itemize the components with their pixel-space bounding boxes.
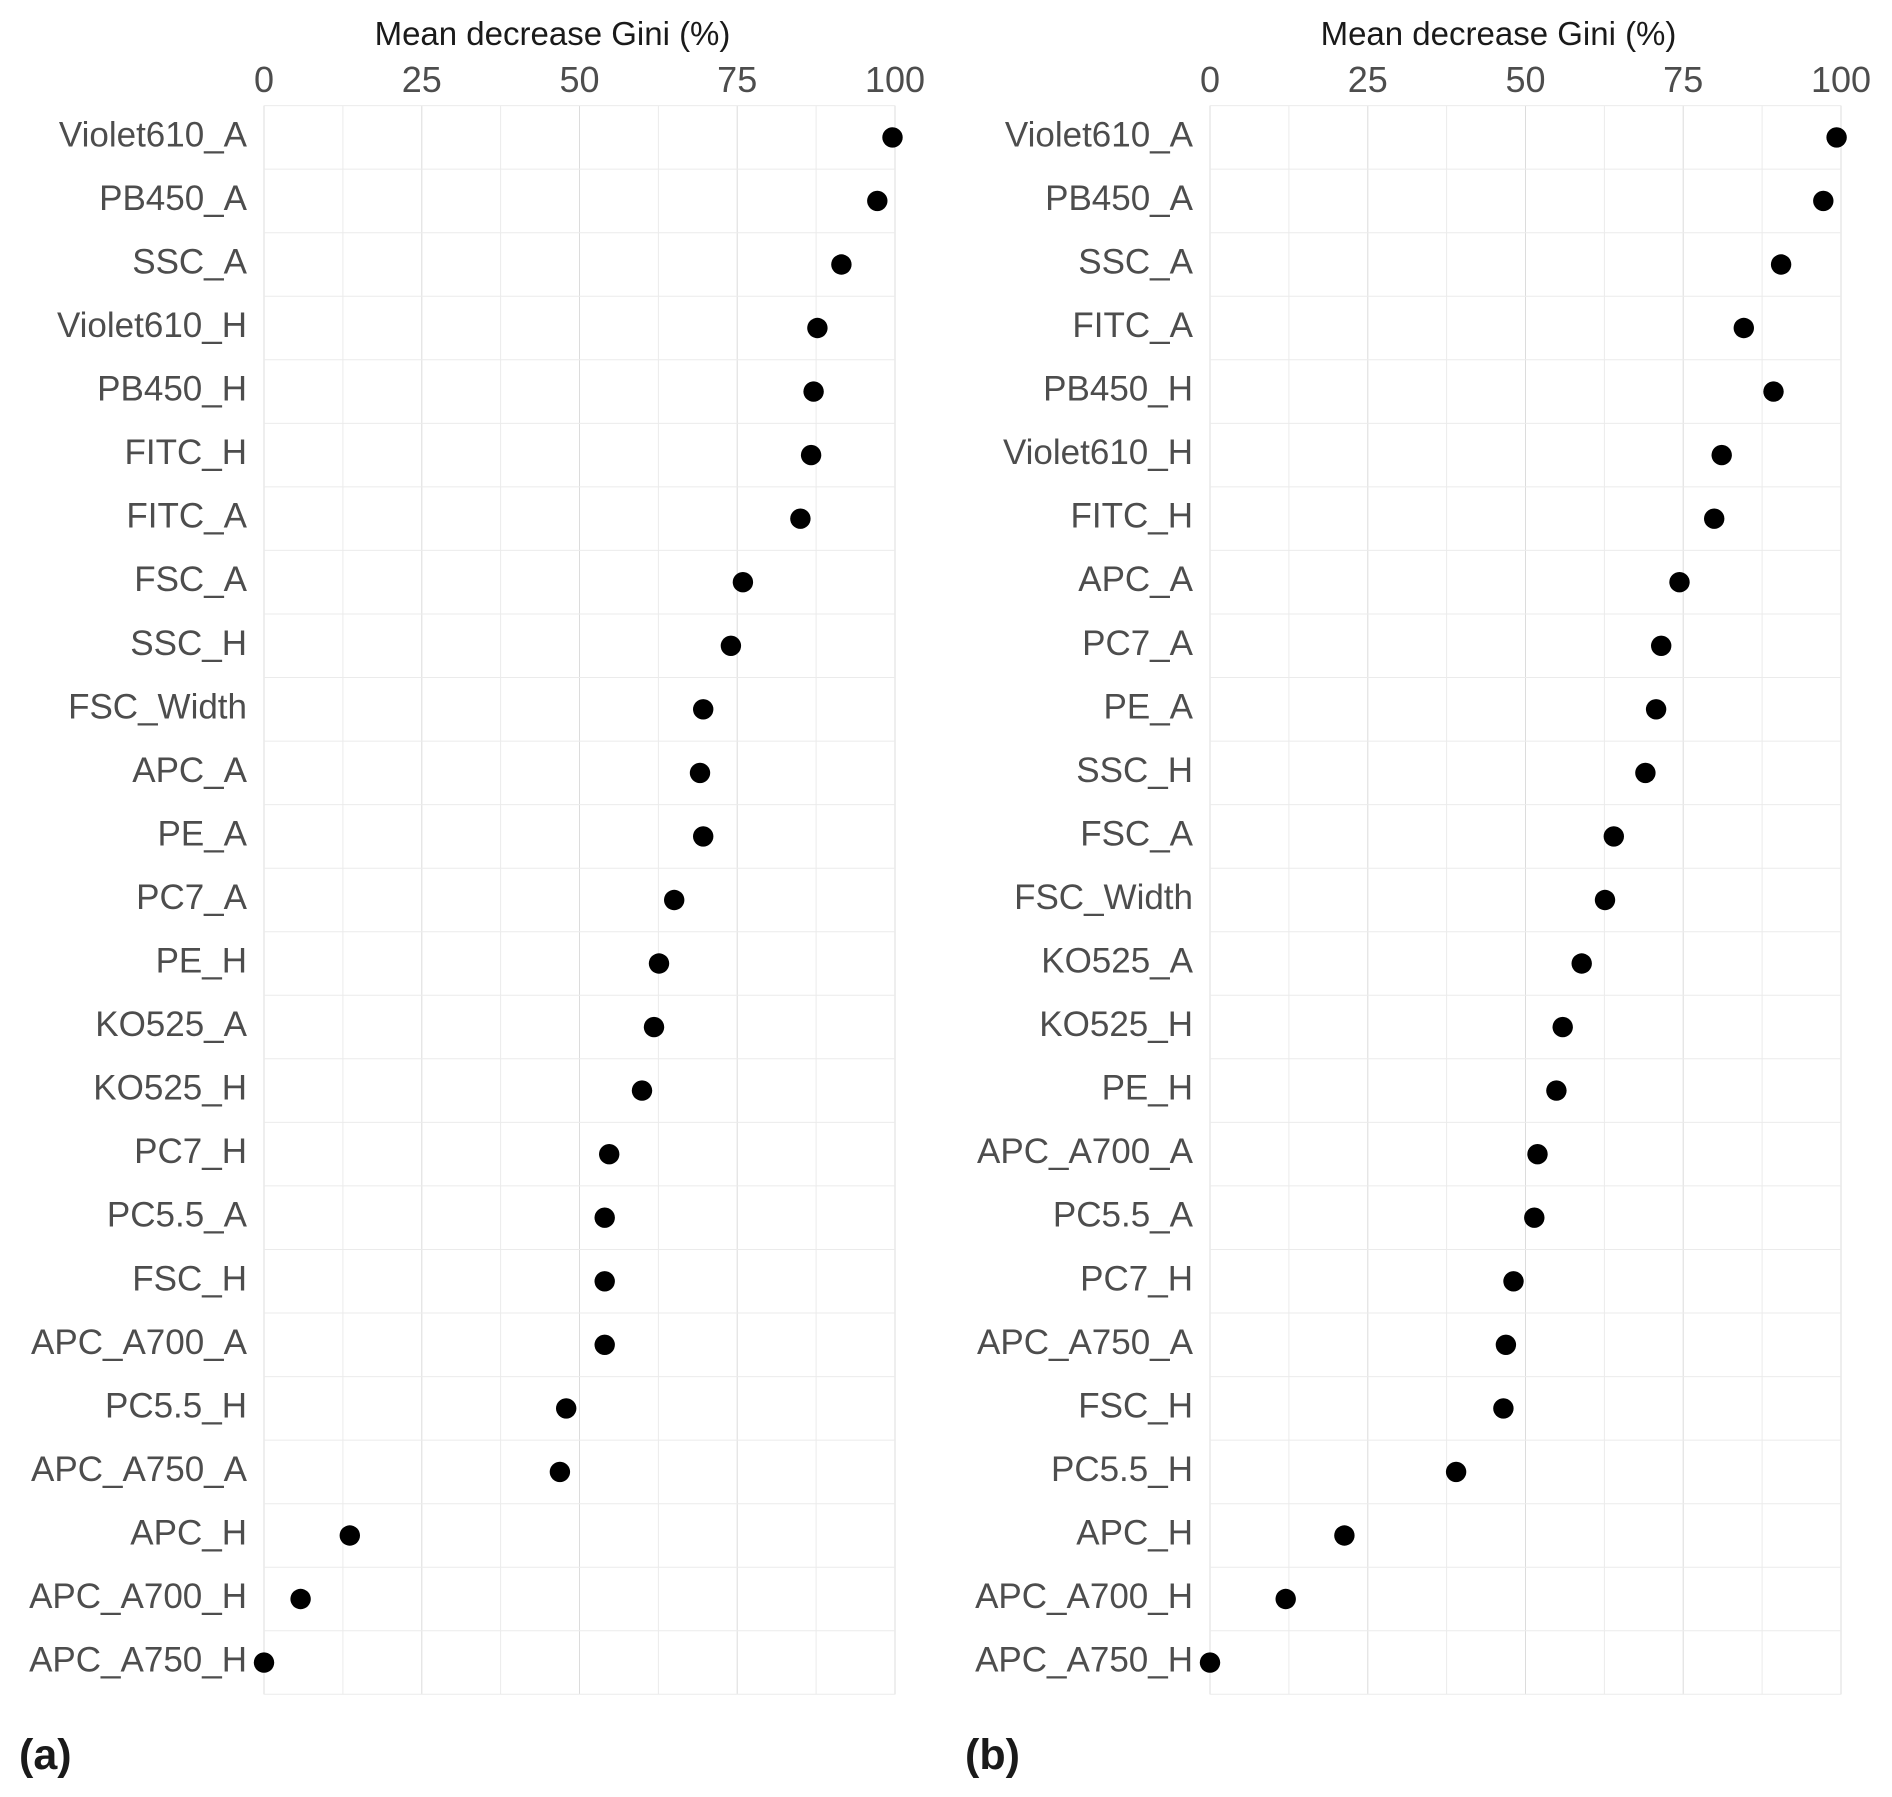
svg-text:50: 50 bbox=[559, 59, 599, 100]
svg-text:25: 25 bbox=[1348, 59, 1388, 100]
svg-text:PE_H: PE_H bbox=[1102, 1069, 1193, 1108]
svg-text:PC7_H: PC7_H bbox=[134, 1132, 247, 1171]
svg-text:FSC_A: FSC_A bbox=[134, 560, 247, 599]
svg-text:APC_A750_H: APC_A750_H bbox=[29, 1641, 247, 1680]
svg-text:APC_A700_H: APC_A700_H bbox=[29, 1577, 247, 1616]
svg-text:PB450_H: PB450_H bbox=[1043, 370, 1193, 409]
svg-text:PE_H: PE_H bbox=[156, 942, 247, 981]
svg-text:Mean decrease Gini (%): Mean decrease Gini (%) bbox=[375, 15, 731, 52]
svg-text:PC5.5_H: PC5.5_H bbox=[1051, 1450, 1193, 1489]
svg-text:50: 50 bbox=[1505, 59, 1545, 100]
svg-text:KO525_H: KO525_H bbox=[93, 1069, 247, 1108]
svg-text:APC_A750_A: APC_A750_A bbox=[977, 1323, 1194, 1362]
svg-text:0: 0 bbox=[1200, 59, 1220, 100]
svg-text:0: 0 bbox=[254, 59, 274, 100]
svg-text:PC7_A: PC7_A bbox=[136, 878, 248, 917]
svg-text:PC7_A: PC7_A bbox=[1082, 624, 1194, 663]
svg-text:FSC_H: FSC_H bbox=[132, 1259, 247, 1298]
svg-text:FITC_H: FITC_H bbox=[125, 433, 248, 472]
svg-text:PB450_H: PB450_H bbox=[97, 370, 247, 409]
svg-text:APC_A750_A: APC_A750_A bbox=[31, 1450, 248, 1489]
svg-text:Violet610_A: Violet610_A bbox=[1005, 115, 1194, 154]
svg-text:APC_A700_H: APC_A700_H bbox=[975, 1577, 1193, 1616]
svg-text:SSC_A: SSC_A bbox=[132, 243, 247, 282]
svg-text:(b): (b) bbox=[965, 1731, 1020, 1779]
svg-text:PC5.5_A: PC5.5_A bbox=[107, 1196, 248, 1235]
svg-text:APC_A750_H: APC_A750_H bbox=[975, 1641, 1193, 1680]
svg-text:KO525_A: KO525_A bbox=[95, 1005, 247, 1044]
svg-text:FSC_Width: FSC_Width bbox=[68, 687, 247, 726]
svg-text:FSC_A: FSC_A bbox=[1080, 814, 1193, 853]
svg-text:SSC_H: SSC_H bbox=[130, 624, 247, 663]
svg-text:APC_A700_A: APC_A700_A bbox=[31, 1323, 248, 1362]
svg-text:APC_A: APC_A bbox=[132, 751, 247, 790]
svg-text:APC_H: APC_H bbox=[1076, 1514, 1193, 1553]
svg-text:PC5.5_A: PC5.5_A bbox=[1053, 1196, 1194, 1235]
svg-text:Violet610_A: Violet610_A bbox=[59, 115, 248, 154]
svg-text:PB450_A: PB450_A bbox=[1045, 179, 1194, 218]
svg-text:PC7_H: PC7_H bbox=[1080, 1259, 1193, 1298]
svg-text:PE_A: PE_A bbox=[158, 814, 248, 853]
svg-text:(a): (a) bbox=[19, 1731, 72, 1779]
svg-text:SSC_A: SSC_A bbox=[1078, 243, 1193, 282]
svg-text:KO525_H: KO525_H bbox=[1039, 1005, 1193, 1044]
svg-text:Mean decrease Gini (%): Mean decrease Gini (%) bbox=[1321, 15, 1677, 52]
svg-text:FITC_A: FITC_A bbox=[1072, 306, 1193, 345]
svg-text:PE_A: PE_A bbox=[1104, 687, 1194, 726]
svg-text:100: 100 bbox=[1811, 59, 1871, 100]
svg-text:Violet610_H: Violet610_H bbox=[57, 306, 247, 345]
svg-text:KO525_A: KO525_A bbox=[1041, 942, 1193, 981]
svg-text:FITC_A: FITC_A bbox=[126, 497, 247, 536]
svg-text:PB450_A: PB450_A bbox=[99, 179, 248, 218]
svg-text:75: 75 bbox=[717, 59, 757, 100]
svg-text:75: 75 bbox=[1663, 59, 1703, 100]
svg-text:PC5.5_H: PC5.5_H bbox=[105, 1386, 247, 1425]
svg-text:FSC_Width: FSC_Width bbox=[1014, 878, 1193, 917]
svg-text:APC_A: APC_A bbox=[1078, 560, 1193, 599]
svg-text:FITC_H: FITC_H bbox=[1071, 497, 1194, 536]
svg-text:100: 100 bbox=[865, 59, 925, 100]
svg-text:25: 25 bbox=[402, 59, 442, 100]
svg-text:APC_A700_A: APC_A700_A bbox=[977, 1132, 1194, 1171]
svg-text:SSC_H: SSC_H bbox=[1076, 751, 1193, 790]
svg-text:APC_H: APC_H bbox=[130, 1514, 247, 1553]
svg-text:Violet610_H: Violet610_H bbox=[1003, 433, 1193, 472]
svg-text:FSC_H: FSC_H bbox=[1078, 1386, 1193, 1425]
